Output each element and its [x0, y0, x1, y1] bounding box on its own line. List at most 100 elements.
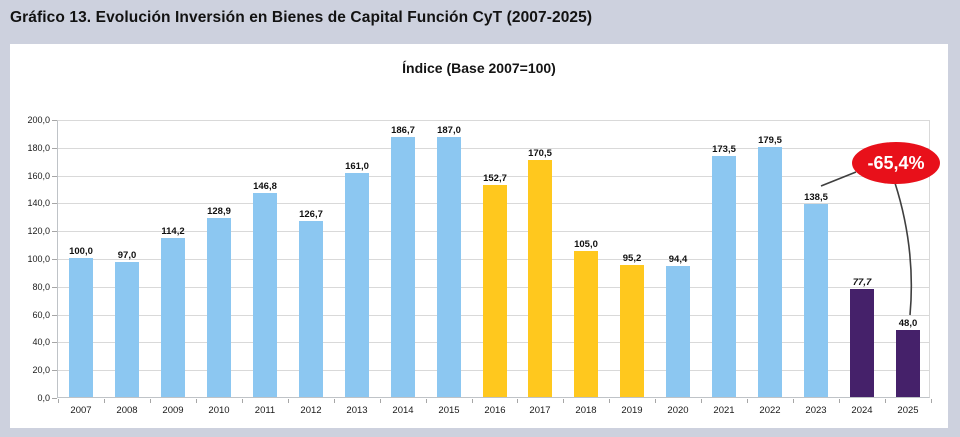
- bar-2016: [483, 185, 507, 397]
- figure-title: Gráfico 13. Evolución Inversión en Biene…: [10, 9, 593, 26]
- bar-2022: [758, 147, 782, 397]
- x-axis-tick: [380, 399, 381, 403]
- y-axis-label: 100,0: [27, 254, 50, 264]
- x-axis-tick: [701, 399, 702, 403]
- y-axis-label: 140,0: [27, 198, 50, 209]
- x-axis-tick: [58, 399, 59, 403]
- x-axis-label: 2019: [621, 405, 643, 416]
- bar-value-label: 114,2: [161, 226, 185, 237]
- bar-value-label: 97,0: [117, 250, 137, 261]
- bar-value-label: 95,2: [622, 253, 642, 264]
- y-axis-tick: [52, 259, 57, 260]
- y-axis-label: 200,0: [27, 115, 50, 125]
- bar-2014: [391, 137, 415, 397]
- bar-value-label: 94,4: [668, 254, 688, 265]
- bar-2013: [345, 173, 369, 397]
- x-axis-label: 2023: [805, 405, 827, 416]
- bar-2020: [666, 266, 690, 397]
- y-axis-tick: [52, 147, 57, 149]
- bar-value-label: 128,9: [207, 206, 231, 217]
- bar-value-label: 187,0: [437, 125, 461, 136]
- x-axis-tick: [793, 399, 794, 403]
- y-axis-tick: [52, 342, 57, 344]
- x-axis-tick: [517, 399, 518, 403]
- gridline: [58, 147, 929, 149]
- bar-2011: [253, 193, 277, 397]
- y-axis-label: 20,0: [32, 365, 50, 376]
- bar-value-label: 48,0: [898, 318, 918, 329]
- x-axis-tick: [334, 399, 335, 403]
- bar-2017: [528, 160, 552, 397]
- x-axis-tick: [839, 399, 840, 403]
- x-axis-label: 2024: [851, 405, 873, 416]
- bar-value-label: 126,7: [299, 209, 323, 220]
- annotation-text: -65,4%: [867, 152, 925, 173]
- bar-value-label: 152,7: [483, 173, 507, 184]
- y-axis-label: 40,0: [32, 337, 50, 348]
- x-axis-label: 2022: [759, 405, 781, 416]
- x-axis-label: 2009: [162, 405, 184, 416]
- bar-value-label: 138,5: [804, 192, 828, 203]
- bar-2012: [299, 221, 323, 397]
- x-axis-label: 2007: [70, 405, 92, 416]
- y-axis-tick: [52, 398, 57, 399]
- bar-2010: [207, 218, 231, 397]
- x-axis-label: 2012: [300, 405, 322, 416]
- x-axis-label: 2013: [346, 405, 368, 416]
- x-axis-tick: [885, 399, 886, 403]
- y-axis-label: 80,0: [32, 281, 50, 292]
- x-axis-tick: [563, 399, 564, 403]
- y-axis-tick: [52, 231, 57, 233]
- bar-value-label: 77,7: [852, 277, 872, 288]
- bar-value-label: 179,5: [758, 135, 782, 146]
- x-axis-tick: [747, 399, 748, 403]
- x-axis-tick: [104, 399, 105, 403]
- bar-value-label: 186,7: [391, 125, 415, 136]
- y-axis-label: 160,0: [27, 170, 50, 181]
- bar-value-label: 161,0: [345, 161, 369, 172]
- x-axis-label: 2008: [116, 405, 138, 416]
- x-axis-label: 2015: [438, 405, 460, 416]
- x-axis-label: 2011: [254, 405, 276, 416]
- bar-2018: [574, 251, 598, 397]
- bar-2019: [620, 265, 644, 397]
- y-axis-tick: [52, 286, 57, 288]
- y-axis-tick: [52, 175, 57, 177]
- x-axis-tick: [931, 399, 932, 403]
- y-axis-tick: [52, 314, 57, 316]
- gridline: [58, 175, 929, 177]
- x-axis-label: 2021: [713, 405, 735, 416]
- bar-2007: [69, 258, 93, 397]
- y-axis-label: 180,0: [27, 142, 50, 153]
- x-axis-label: 2018: [575, 405, 597, 416]
- bar-2021: [712, 156, 736, 397]
- x-axis-label: 2014: [392, 405, 414, 416]
- gridline: [58, 120, 929, 121]
- chart-title: Índice (Base 2007=100): [402, 60, 556, 76]
- bar-value-label: 146,8: [253, 181, 277, 192]
- bar-2009: [161, 238, 185, 397]
- chart-panel: Índice (Base 2007=100) 0,0 20,0 40,0 60,0 80…: [10, 44, 948, 428]
- x-axis-tick: [288, 399, 289, 403]
- y-axis-tick: [52, 370, 57, 372]
- annotation-callout: -65,4%: [852, 142, 940, 184]
- plot-area: 0,0 20,0 40,0 60,0 80,0 100,0 120,0 140,0 160,0 1…: [27, 115, 932, 416]
- y-axis-label: 60,0: [32, 309, 50, 320]
- x-axis-tick: [609, 399, 610, 403]
- x-axis-tick: [150, 399, 151, 403]
- bar-2008: [115, 262, 139, 397]
- y-axis-tick: [52, 203, 57, 205]
- x-axis-tick: [196, 399, 197, 403]
- bar-value-label: 170,5: [528, 148, 552, 159]
- bar-value-label: 105,0: [574, 239, 598, 250]
- x-axis-label: 2016: [484, 405, 506, 416]
- x-axis-tick: [242, 399, 243, 403]
- x-axis-label: 2025: [897, 405, 919, 416]
- y-axis-label: 0,0: [37, 393, 50, 403]
- x-axis-label: 2020: [667, 405, 689, 416]
- bar-2025: [896, 330, 920, 397]
- x-axis-tick: [472, 399, 473, 403]
- bar-2023: [804, 204, 828, 397]
- x-axis-label: 2010: [208, 405, 230, 416]
